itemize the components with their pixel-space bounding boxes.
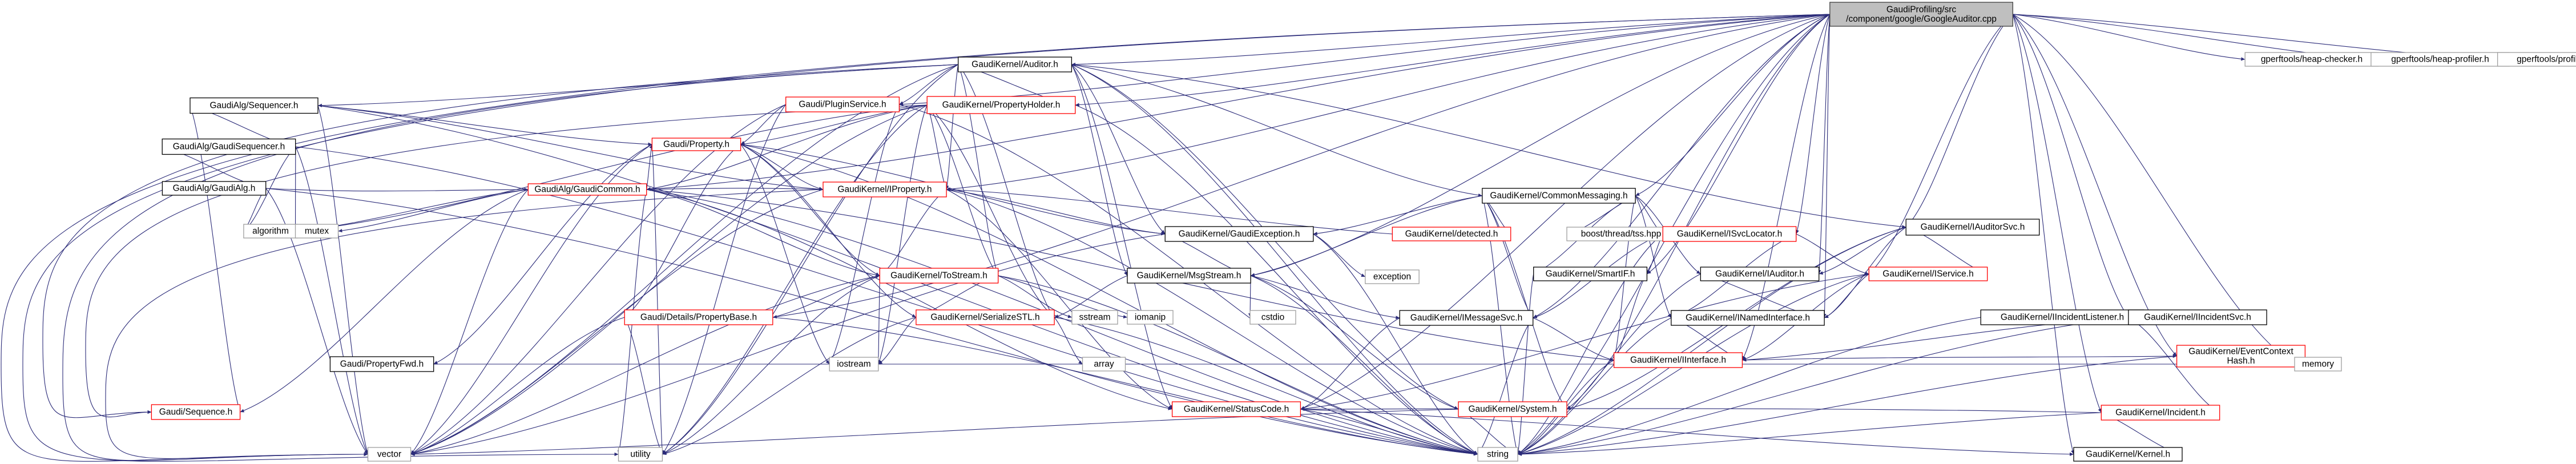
svg-text:iostream: iostream	[837, 360, 870, 369]
svg-text:GaudiAlg/GaudiSequencer.h: GaudiAlg/GaudiSequencer.h	[173, 142, 285, 152]
svg-text:Gaudi/Sequence.h: Gaudi/Sequence.h	[159, 407, 232, 417]
svg-text:cstdio: cstdio	[1261, 313, 1285, 322]
svg-text:utility: utility	[630, 450, 651, 459]
svg-text:GaudiKernel/EventContext: GaudiKernel/EventContext	[2188, 346, 2293, 356]
svg-text:gperftools/profiler.h: gperftools/profiler.h	[2517, 55, 2576, 64]
svg-text:GaudiKernel/MsgStream.h: GaudiKernel/MsgStream.h	[1137, 271, 1241, 281]
svg-text:GaudiKernel/CommonMessaging.h: GaudiKernel/CommonMessaging.h	[1490, 191, 1627, 201]
svg-text:algorithm: algorithm	[252, 227, 289, 236]
svg-text:GaudiKernel/detected.h: GaudiKernel/detected.h	[1405, 229, 1498, 239]
svg-text:GaudiKernel/Kernel.h: GaudiKernel/Kernel.h	[2086, 450, 2170, 459]
svg-text:GaudiKernel/Incident.h: GaudiKernel/Incident.h	[2115, 408, 2206, 418]
svg-text:GaudiKernel/StatusCode.h: GaudiKernel/StatusCode.h	[1184, 405, 1289, 414]
svg-text:GaudiKernel/INamedInterface.h: GaudiKernel/INamedInterface.h	[1686, 313, 1810, 323]
svg-text:string: string	[1487, 450, 1509, 459]
svg-text:GaudiKernel/IInterface.h: GaudiKernel/IInterface.h	[1630, 356, 1726, 365]
svg-text:gperftools/heap-profiler.h: gperftools/heap-profiler.h	[2391, 55, 2489, 64]
svg-text:gperftools/heap-checker.h: gperftools/heap-checker.h	[2261, 55, 2363, 64]
svg-text:GaudiKernel/IService.h: GaudiKernel/IService.h	[1882, 269, 1973, 279]
svg-text:/component/google/GoogleAudito: /component/google/GoogleAuditor.cpp	[1846, 14, 1997, 24]
svg-text:GaudiKernel/PropertyHolder.h: GaudiKernel/PropertyHolder.h	[942, 100, 1061, 110]
svg-text:GaudiProfiling/src: GaudiProfiling/src	[1886, 5, 1957, 14]
svg-text:Gaudi/PropertyFwd.h: Gaudi/PropertyFwd.h	[340, 360, 424, 369]
svg-text:GaudiAlg/GaudiCommon.h: GaudiAlg/GaudiCommon.h	[534, 185, 640, 195]
svg-text:Hash.h: Hash.h	[2227, 356, 2255, 366]
svg-text:Gaudi/Details/PropertyBase.h: Gaudi/Details/PropertyBase.h	[640, 313, 757, 322]
svg-text:GaudiKernel/IIncidentListener.: GaudiKernel/IIncidentListener.h	[2001, 313, 2124, 322]
svg-text:sstream: sstream	[1079, 313, 1110, 322]
svg-text:array: array	[1094, 360, 1114, 369]
svg-text:exception: exception	[1373, 272, 1411, 282]
svg-text:Gaudi/PluginService.h: Gaudi/PluginService.h	[799, 100, 886, 110]
svg-text:GaudiKernel/GaudiException.h: GaudiKernel/GaudiException.h	[1179, 229, 1300, 239]
svg-text:GaudiKernel/SerializeSTL.h: GaudiKernel/SerializeSTL.h	[930, 313, 1039, 322]
svg-text:GaudiKernel/IMessageSvc.h: GaudiKernel/IMessageSvc.h	[1410, 313, 1522, 323]
svg-text:Gaudi/Property.h: Gaudi/Property.h	[663, 140, 729, 150]
svg-text:GaudiKernel/ToStream.h: GaudiKernel/ToStream.h	[890, 271, 987, 281]
svg-text:GaudiKernel/IProperty.h: GaudiKernel/IProperty.h	[837, 185, 932, 195]
svg-text:vector: vector	[377, 450, 401, 459]
svg-text:GaudiAlg/Sequencer.h: GaudiAlg/Sequencer.h	[209, 101, 298, 111]
svg-text:GaudiAlg/GaudiAlg.h: GaudiAlg/GaudiAlg.h	[173, 184, 256, 193]
svg-text:GaudiKernel/Auditor.h: GaudiKernel/Auditor.h	[971, 60, 1058, 70]
svg-text:memory: memory	[2302, 360, 2334, 369]
svg-text:mutex: mutex	[305, 227, 329, 236]
svg-text:iomanip: iomanip	[1135, 313, 1166, 322]
svg-text:GaudiKernel/IAuditor.h: GaudiKernel/IAuditor.h	[1715, 269, 1804, 279]
svg-text:GaudiKernel/SmartIF.h: GaudiKernel/SmartIF.h	[1546, 269, 1635, 279]
svg-text:GaudiKernel/ISvcLocator.h: GaudiKernel/ISvcLocator.h	[1677, 229, 1782, 239]
svg-text:boost/thread/tss.hpp: boost/thread/tss.hpp	[1581, 229, 1661, 239]
svg-text:GaudiKernel/System.h: GaudiKernel/System.h	[1468, 405, 1557, 414]
svg-text:GaudiKernel/IAuditorSvc.h: GaudiKernel/IAuditorSvc.h	[1921, 223, 2025, 232]
svg-text:GaudiKernel/IIncidentSvc.h: GaudiKernel/IIncidentSvc.h	[2144, 313, 2251, 322]
